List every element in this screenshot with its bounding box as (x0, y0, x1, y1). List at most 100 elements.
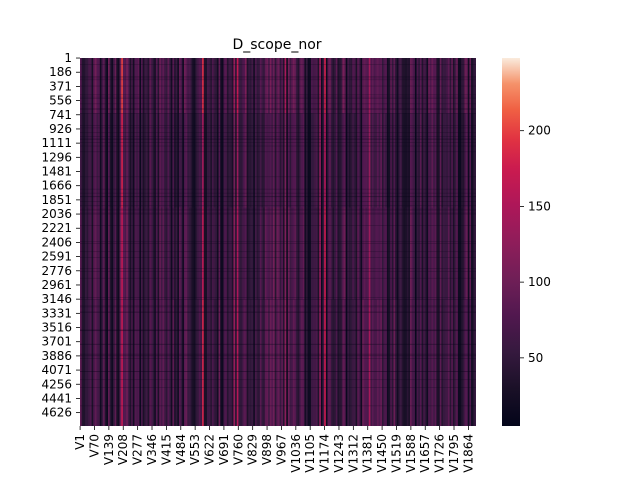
heatmap-cell (296, 58, 299, 114)
heatmap-cell (317, 207, 320, 300)
heatmap-cell (292, 299, 295, 426)
heatmap-cell (451, 58, 454, 114)
heatmap-cell (386, 58, 389, 114)
heatmap-cell (471, 113, 474, 208)
heatmap-cell (474, 58, 476, 114)
heatmap-cell (344, 113, 346, 208)
heatmap-cell (207, 299, 210, 426)
heatmap-cell (429, 299, 432, 426)
y-tick-label: 2961 (41, 278, 72, 292)
heatmap-cell (200, 58, 203, 114)
heatmap-cell (106, 299, 109, 426)
y-tick-label: 1296 (41, 150, 72, 164)
heatmap-cell (187, 58, 190, 114)
heatmap-row-shade (80, 196, 476, 197)
heatmap-cell (314, 58, 317, 114)
heatmap-cell (370, 113, 373, 208)
heatmap-cell (414, 207, 417, 300)
heatmap-cell (447, 299, 450, 426)
heatmap-cell (312, 58, 315, 114)
heatmap-cell (309, 207, 312, 300)
heatmap-cell (385, 58, 388, 114)
heatmap-cell (188, 299, 191, 426)
heatmap-cell (360, 299, 363, 426)
heatmap-cell (431, 299, 434, 426)
y-tick-label: 3146 (41, 292, 72, 306)
heatmap-cell (322, 207, 325, 300)
heatmap-cell (139, 58, 142, 114)
heatmap-cell (249, 113, 252, 208)
x-tick-label: V691 (217, 434, 231, 465)
heatmap-cell (401, 299, 404, 426)
heatmap-cell (266, 299, 269, 426)
heatmap-cell (320, 58, 323, 114)
heatmap-cell (284, 207, 287, 300)
heatmap-cell (281, 58, 284, 114)
heatmap-cell (276, 299, 279, 426)
heatmap-cell (269, 113, 272, 208)
heatmap-cell (372, 207, 375, 300)
heatmap-cell (228, 299, 231, 426)
heatmap-cell (472, 207, 475, 300)
heatmap-cell (132, 113, 135, 208)
heatmap-cell (80, 299, 82, 426)
heatmap-cell (353, 207, 356, 300)
heatmap-cell (187, 299, 190, 426)
heatmap-cell (282, 58, 285, 114)
x-tick-label: V1174 (318, 434, 332, 473)
heatmap-cell (309, 299, 312, 426)
heatmap-cell (311, 299, 313, 426)
heatmap-cell (327, 207, 330, 300)
heatmap-cell (281, 299, 284, 426)
heatmap-cell (271, 113, 274, 208)
heatmap-cell (401, 207, 404, 300)
heatmap-cell (355, 58, 358, 114)
heatmap-cell (357, 113, 360, 208)
heatmap-cell (84, 207, 87, 300)
heatmap-cell (472, 113, 475, 208)
heatmap-cell (355, 207, 358, 300)
heatmap-cell (80, 207, 82, 300)
heatmap-cell (438, 58, 441, 114)
heatmap-cell (306, 58, 309, 114)
heatmap-cell (398, 113, 401, 208)
heatmap-cell (299, 299, 302, 426)
heatmap-cell (121, 113, 124, 208)
heatmap-cell (362, 113, 365, 208)
heatmap-cell (304, 299, 307, 426)
heatmap-cell (377, 58, 379, 114)
heatmap-cell (167, 299, 170, 426)
y-tick-label: 4071 (41, 363, 72, 377)
heatmap-cell (306, 113, 309, 208)
heatmap-cell (86, 113, 89, 208)
heatmap-cell (357, 299, 360, 426)
heatmap-cell (368, 58, 371, 114)
heatmap-cell (426, 113, 429, 208)
heatmap-cell (401, 113, 404, 208)
heatmap-cells (80, 58, 476, 426)
heatmap-cell (335, 207, 338, 300)
heatmap-cell (126, 58, 129, 114)
heatmap-cell (278, 299, 280, 426)
heatmap-cell (108, 299, 111, 426)
heatmap-cell (230, 113, 233, 208)
colorbar-tick-label: 150 (528, 199, 551, 213)
heatmap-cell (294, 113, 297, 208)
heatmap-cell (360, 207, 363, 300)
heatmap-cell (106, 113, 109, 208)
heatmap-row-shade (80, 113, 476, 114)
heatmap-cell (330, 207, 333, 300)
heatmap-cell (449, 207, 452, 300)
heatmap-cell (467, 299, 470, 426)
heatmap-cell (294, 207, 297, 300)
heatmap-row-shade (80, 358, 476, 359)
heatmap-cell (457, 207, 460, 300)
heatmap-cell (182, 58, 185, 114)
heatmap-cell (259, 299, 262, 426)
heatmap-cell (147, 299, 150, 426)
heatmap-cell (183, 113, 186, 208)
heatmap-cell (423, 207, 426, 300)
heatmap-cell (456, 207, 459, 300)
heatmap-cell (456, 58, 459, 114)
heatmap-cell (240, 113, 243, 208)
